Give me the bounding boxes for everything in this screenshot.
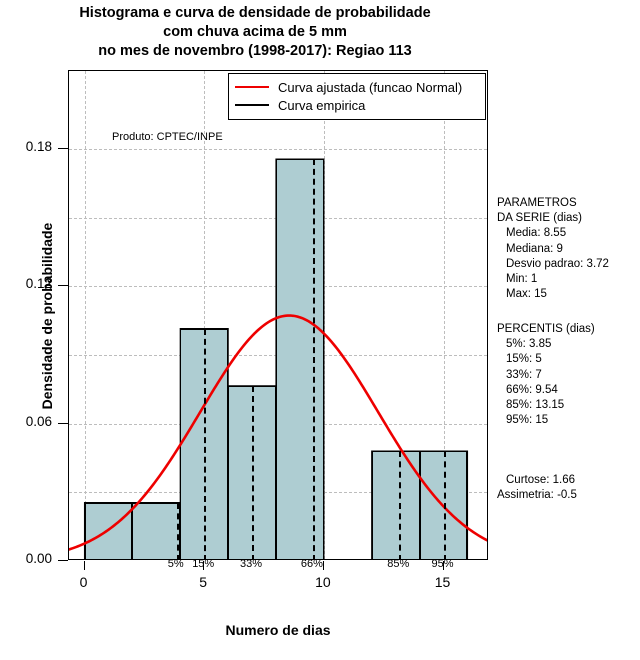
y-axis-tick-label: 0.18 xyxy=(25,138,52,154)
histogram-bar xyxy=(84,502,133,559)
percentis-header: PERCENTIS (dias) xyxy=(497,323,595,335)
y-axis-tick-label: 0.12 xyxy=(25,276,52,292)
y-axis-tick-label: 0.06 xyxy=(25,413,52,429)
x-axis-tick xyxy=(442,561,444,570)
parameters-header-1: PARAMETROS xyxy=(497,197,577,209)
histogram-bar xyxy=(371,451,420,559)
y-axis-title: Densidade de probabilidade xyxy=(39,222,55,410)
percentile-marker-label: 33% xyxy=(240,558,263,570)
legend-line-red-icon xyxy=(235,86,269,88)
plot-area xyxy=(68,70,488,560)
title-line-2: com chuva acima de 5 mm xyxy=(163,24,347,40)
percentile-marker-line xyxy=(312,159,315,559)
page-title: Histograma e curva de densidade de proba… xyxy=(0,4,510,61)
percentile-marker-label: 5% xyxy=(167,558,184,570)
percentil-95: 95%: 15 xyxy=(506,414,549,427)
parameter-mediana: Mediana: 9 xyxy=(506,242,563,255)
y-axis-tick xyxy=(58,422,68,424)
parameter-media: Media: 8.55 xyxy=(506,227,567,240)
legend-label-empirical: Curva empirica xyxy=(278,97,366,113)
percentile-marker-line xyxy=(204,328,207,559)
x-axis-tick-label: 5 xyxy=(199,574,208,590)
x-axis-tick xyxy=(83,561,85,570)
shape-stats-block: Curtose: 1.66 Assimetria: -0.5 xyxy=(497,473,577,503)
gridline-vertical xyxy=(84,71,86,559)
legend-item-empirical: Curva empirica xyxy=(235,96,479,114)
percentile-marker-label: 95% xyxy=(431,558,454,570)
histogram-bar xyxy=(276,159,324,559)
percentis-block: PERCENTIS (dias) 5%: 3.85 15%: 5 33%: 7 … xyxy=(497,322,595,428)
x-axis-tick xyxy=(322,561,324,570)
produto-annotation: Produto: CPTEC/INPE xyxy=(112,131,223,143)
x-axis-tick-label: 0 xyxy=(79,574,88,590)
legend-label-fitted: Curva ajustada (funcao Normal) xyxy=(278,79,463,95)
parameters-block: PARAMETROS DA SERIE (dias) Media: 8.55 M… xyxy=(497,196,609,302)
x-axis-title: Numero de dias xyxy=(225,622,331,638)
percentil-15: 15%: 5 xyxy=(506,353,542,366)
legend-line-black-icon xyxy=(235,104,269,106)
percentile-marker-line xyxy=(399,451,402,559)
percentile-marker-line xyxy=(176,502,179,559)
histogram-bar xyxy=(132,502,181,559)
percentile-marker-label: 85% xyxy=(387,558,410,570)
percentile-marker-line xyxy=(252,385,255,559)
y-axis-tick xyxy=(58,285,68,287)
percentile-marker-line xyxy=(443,451,446,559)
gridline-horizontal xyxy=(69,148,487,150)
percentil-66: 66%: 9.54 xyxy=(506,383,558,396)
parameter-max: Max: 15 xyxy=(506,288,547,301)
parameter-min: Min: 1 xyxy=(506,273,538,286)
gridline-vertical xyxy=(323,71,325,559)
percentil-5: 5%: 3.85 xyxy=(506,338,552,351)
x-axis-tick xyxy=(203,561,205,570)
legend: Curva ajustada (funcao Normal) Curva emp… xyxy=(228,73,486,120)
x-axis-tick-label: 15 xyxy=(434,574,451,590)
y-axis-tick xyxy=(58,560,68,561)
y-axis-tick-label: 0.00 xyxy=(25,551,52,566)
title-line-1: Histograma e curva de densidade de proba… xyxy=(79,5,431,21)
x-axis-tick-label: 10 xyxy=(315,574,331,590)
legend-item-fitted: Curva ajustada (funcao Normal) xyxy=(235,78,479,96)
stat-assimetria: Assimetria: -0.5 xyxy=(497,489,577,502)
y-axis-tick xyxy=(58,147,68,149)
title-line-3: no mes de novembro (1998-2017): Regiao 1… xyxy=(98,43,412,59)
stat-curtose: Curtose: 1.66 xyxy=(506,474,576,486)
percentile-marker-label: 66% xyxy=(300,558,323,570)
parameter-desvio-padrao: Desvio padrao: 3.72 xyxy=(506,257,609,270)
percentil-85: 85%: 13.15 xyxy=(506,399,565,412)
parameters-header-2: DA SERIE (dias) xyxy=(497,212,582,225)
percentil-33: 33%: 7 xyxy=(506,368,542,381)
percentile-marker-label: 15% xyxy=(192,558,215,570)
